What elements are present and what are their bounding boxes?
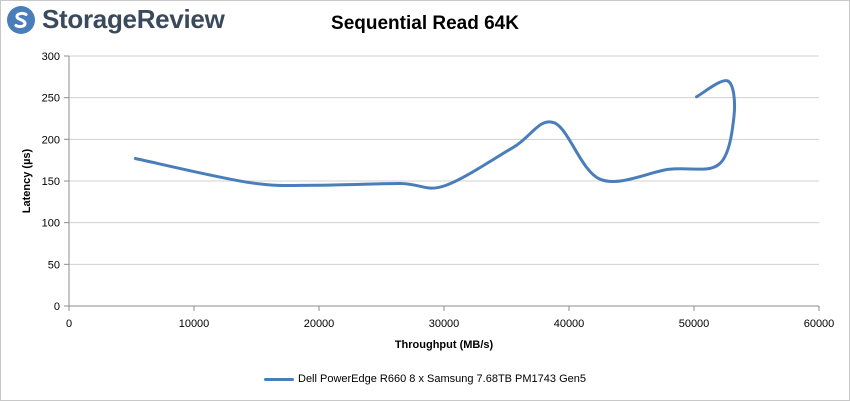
- data-point: [695, 95, 698, 98]
- x-tick-labels: 0 10000 20000 30000 40000 50000 60000: [66, 318, 834, 330]
- x-tick-label: 20000: [304, 318, 335, 330]
- y-tick-label: 200: [42, 134, 60, 146]
- data-point: [718, 163, 721, 166]
- data-point: [599, 178, 602, 181]
- brand-logo: StorageReview: [6, 4, 225, 35]
- legend-label: Dell PowerEdge R660 8 x Samsung 7.68TB P…: [298, 373, 586, 385]
- data-point: [134, 157, 137, 160]
- y-axis-title: Latency (µs): [21, 148, 33, 213]
- data-point: [668, 168, 671, 171]
- brand-name: StorageReview: [42, 4, 225, 34]
- data-point: [553, 121, 556, 124]
- data-point: [318, 184, 321, 187]
- series-line-0: [133, 79, 737, 190]
- legend: Dell PowerEdge R660 8 x Samsung 7.68TB P…: [0, 373, 850, 385]
- y-tick-label: 150: [42, 176, 60, 188]
- gridlines: [69, 55, 819, 265]
- y-tick-label: 0: [54, 301, 60, 313]
- series-group: [133, 79, 737, 190]
- y-tick-labels: 0 50 100 150 200 250 300: [42, 51, 60, 313]
- y-tick-label: 50: [48, 259, 60, 271]
- x-tick-label: 60000: [804, 318, 835, 330]
- legend-swatch: [264, 377, 294, 381]
- x-tick-label: 50000: [679, 318, 710, 330]
- x-tick-label: 10000: [179, 318, 210, 330]
- storagereview-logo-icon: [7, 5, 35, 34]
- data-point: [733, 115, 736, 118]
- data-point: [726, 80, 729, 83]
- data-point: [399, 182, 402, 185]
- y-tick-label: 250: [42, 93, 60, 105]
- data-point: [511, 146, 514, 149]
- axes: [64, 55, 820, 311]
- y-tick-label: 100: [42, 218, 60, 230]
- data-point: [249, 181, 252, 184]
- y-tick-label: 300: [42, 51, 60, 63]
- x-tick-label: 40000: [554, 318, 585, 330]
- data-point: [443, 185, 446, 188]
- x-tick-label: 30000: [429, 318, 460, 330]
- chart-title: Sequential Read 64K: [331, 13, 519, 34]
- x-tick-label: 0: [66, 318, 72, 330]
- x-axis-title: Throughput (MB/s): [395, 339, 494, 351]
